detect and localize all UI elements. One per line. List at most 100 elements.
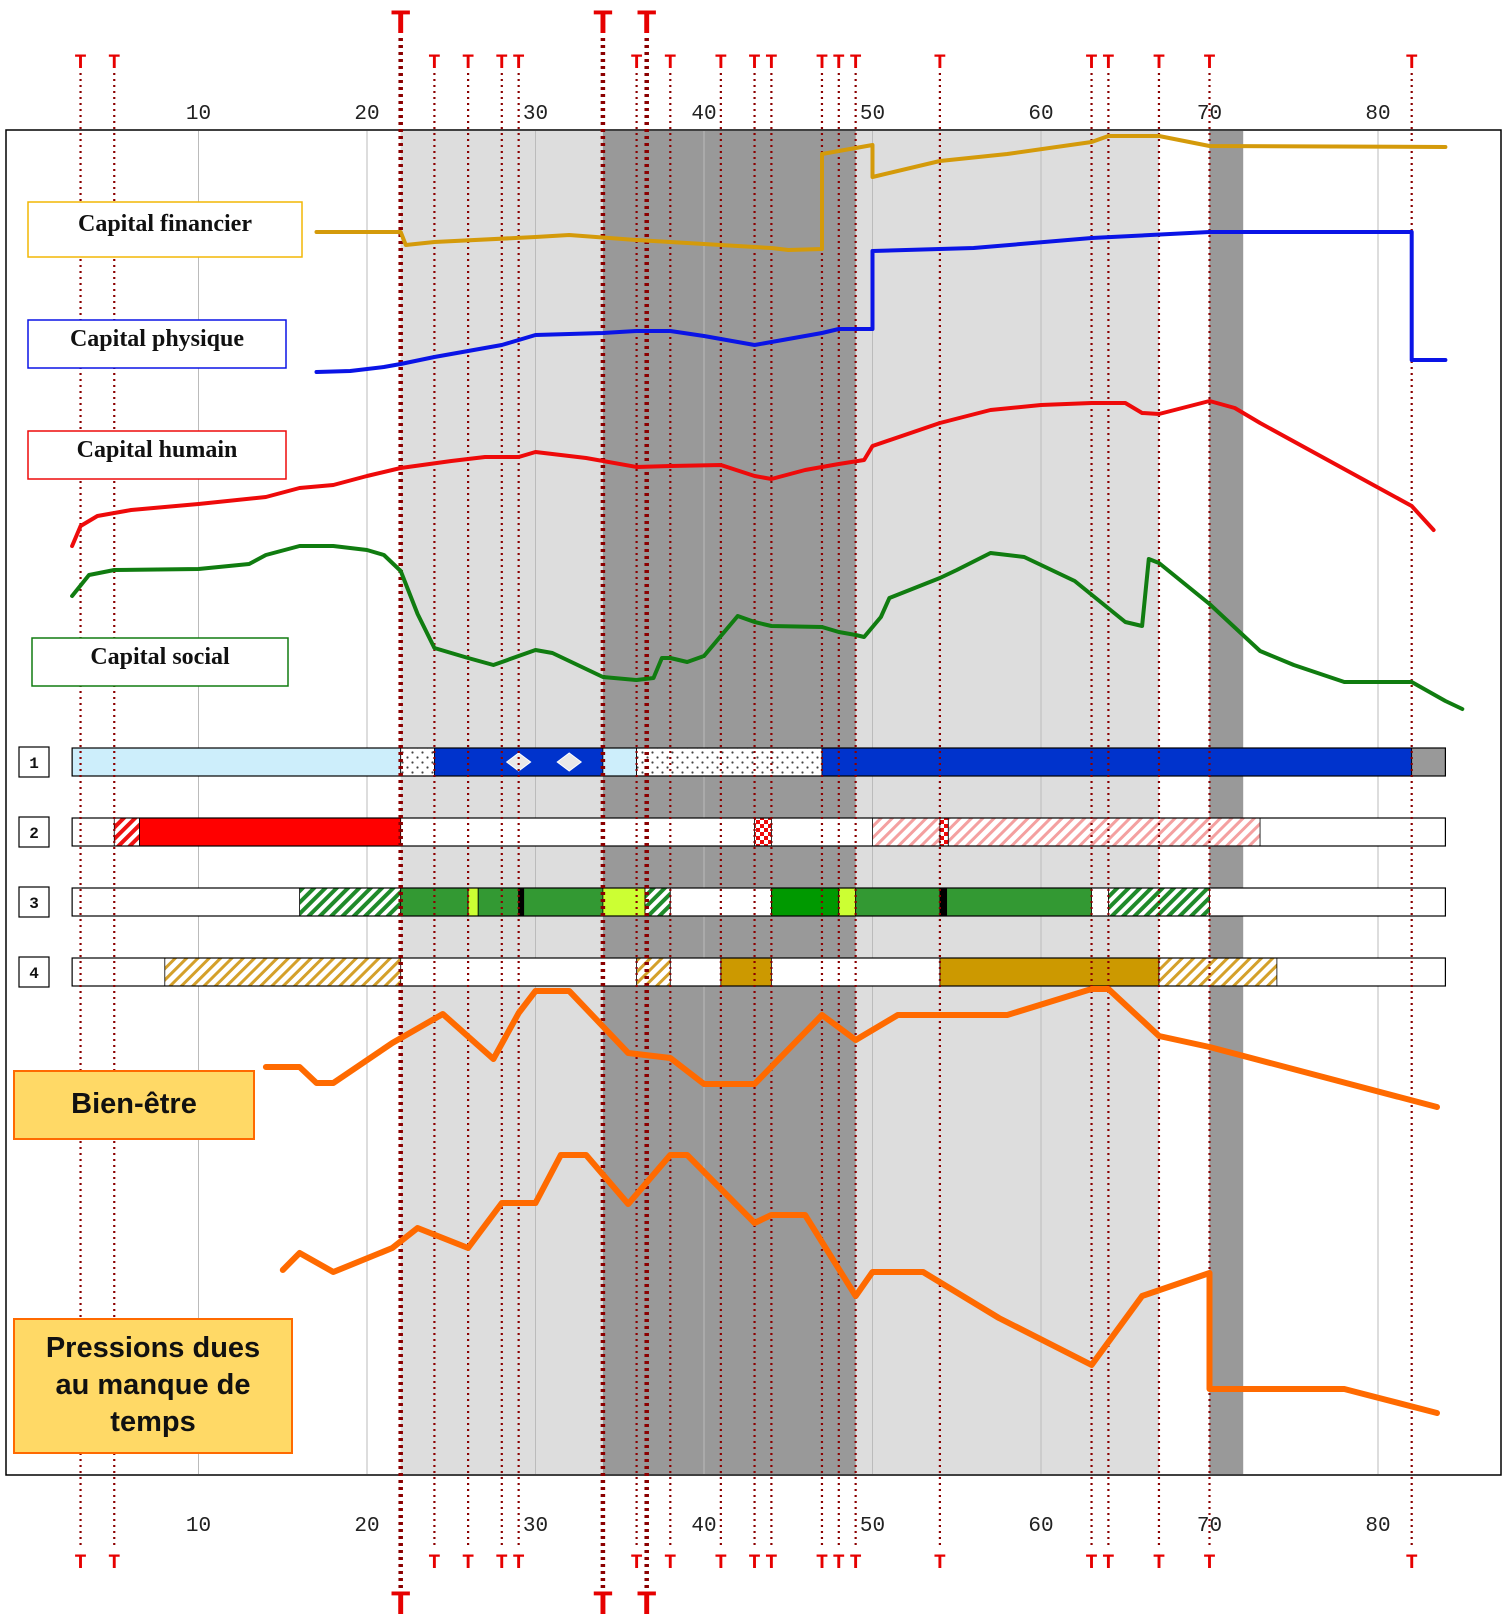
bar-3-segment-10 [855, 887, 941, 917]
major-transition-marker-bottom-22: T [390, 1587, 410, 1619]
bar-1-diamond-0 [505, 752, 532, 772]
label-bien-etre: Bien-être [13, 1070, 255, 1140]
x-tick-bottom-60: 60 [1028, 1515, 1053, 1538]
transition-marker-bottom-44: T [765, 1552, 777, 1575]
bar-2-segment-2 [754, 817, 772, 847]
capital-series-0 [314, 134, 1448, 252]
bar-3-label-box [18, 886, 50, 918]
transition-marker-top-82: T [1406, 52, 1418, 75]
bar-1-segment-1 [400, 747, 435, 777]
transition-marker-top-29: T [513, 52, 525, 75]
transition-marker-bottom-54: T [934, 1552, 946, 1575]
transition-marker-bottom-48: T [833, 1552, 845, 1575]
bar-1-segment-6 [1411, 747, 1446, 777]
bar-4-label-box [18, 956, 50, 988]
bar-3-background [72, 888, 1446, 916]
label-capital-social: Capital social [31, 637, 289, 687]
transition-marker-bottom-38: T [664, 1552, 676, 1575]
transition-marker-top-43: T [749, 52, 761, 75]
x-tick-top-20: 20 [354, 103, 379, 126]
transition-marker-top-63: T [1086, 52, 1098, 75]
transition-marker-top-44: T [765, 52, 777, 75]
bar-2-segment-4 [939, 817, 949, 847]
x-tick-top-40: 40 [691, 103, 716, 126]
bar-4-segment-0 [164, 957, 402, 987]
grid-lines [198, 131, 1379, 1474]
transition-marker-top-48: T [833, 52, 845, 75]
transition-lines: TTTTTTTTTTTTTTTTTTTTTTTTTTTTTTTTTTTTTTTT… [75, 6, 1418, 1619]
pressions-label-line-1: Pressions dues [46, 1332, 260, 1364]
transition-marker-bottom-64: T [1102, 1552, 1114, 1575]
x-tick-bottom-20: 20 [354, 1515, 379, 1538]
transition-marker-top-64: T [1102, 52, 1114, 75]
pressions-label-line-3: temps [110, 1406, 195, 1438]
major-transition-marker-bottom-36.6: T [637, 1587, 657, 1619]
transition-marker-top-54: T [934, 52, 946, 75]
transition-marker-top-24: T [428, 52, 440, 75]
transition-marker-top-67: T [1153, 52, 1165, 75]
label-capital-humain: Capital humain [27, 430, 287, 480]
bar-1-label: 1 [29, 755, 39, 773]
transition-marker-bottom-24: T [428, 1552, 440, 1575]
x-tick-bottom-10: 10 [186, 1515, 211, 1538]
shaded-periods [400, 131, 1244, 1474]
bar-4-segment-4 [1158, 957, 1278, 987]
transition-marker-top-70: T [1203, 52, 1215, 75]
life-series-1 [279, 1152, 1440, 1416]
bar-2-segment-5 [947, 817, 1261, 847]
x-tick-bottom-70: 70 [1197, 1515, 1222, 1538]
capital-social-label: Capital social [90, 644, 230, 670]
bar-2-segment-1 [139, 817, 402, 847]
transition-marker-bottom-29: T [513, 1552, 525, 1575]
transition-marker-bottom-43: T [749, 1552, 761, 1575]
capital-series-2 [70, 399, 1436, 548]
capital-physique-label: Capital physique [70, 326, 244, 352]
transition-marker-bottom-67: T [1153, 1552, 1165, 1575]
transition-marker-bottom-82: T [1406, 1552, 1418, 1575]
bar-2-label: 2 [29, 825, 39, 843]
bar-3-segment-3 [477, 887, 520, 917]
transition-marker-bottom-28: T [496, 1552, 508, 1575]
transition-marker-bottom-36: T [631, 1552, 643, 1575]
transition-marker-top-3: T [75, 52, 87, 75]
x-tick-top-50: 50 [860, 103, 885, 126]
bar-3-segment-12 [946, 887, 1092, 917]
x-tick-bottom-30: 30 [523, 1515, 548, 1538]
bar-3-segment-0 [299, 887, 402, 917]
label-capital-financier: Capital financier [27, 201, 303, 258]
transition-marker-top-5: T [108, 52, 120, 75]
bar-4-outline [71, 957, 1447, 987]
series-lines [70, 134, 1465, 1416]
bar-4-segment-3 [939, 957, 1160, 987]
x-tick-top-70: 70 [1197, 103, 1222, 126]
bar-3-segment-5 [523, 887, 604, 917]
x-tick-top-30: 30 [523, 103, 548, 126]
bar-3-segment-7 [644, 887, 671, 917]
transition-marker-top-41: T [715, 52, 727, 75]
capital-series-1 [314, 230, 1448, 374]
transition-marker-bottom-47: T [816, 1552, 828, 1575]
life-series-0 [262, 986, 1440, 1110]
shaded-period-2 [1209, 131, 1244, 1474]
bar-1-segment-3 [602, 747, 638, 777]
bar-3-segment-2 [467, 887, 479, 917]
bar-3-segment-9 [838, 887, 857, 917]
transition-marker-bottom-3: T [75, 1552, 87, 1575]
bar-4-segment-1 [636, 957, 671, 987]
transition-marker-top-47: T [816, 52, 828, 75]
major-transition-marker-top-36.6: T [637, 6, 657, 44]
capital-financier-label: Capital financier [78, 211, 252, 237]
transition-marker-bottom-5: T [108, 1552, 120, 1575]
bar-1-diamond-1 [556, 752, 583, 772]
x-tick-bottom-40: 40 [691, 1515, 716, 1538]
transition-marker-bottom-70: T [1203, 1552, 1215, 1575]
bar-1-segment-0 [71, 747, 402, 777]
x-tick-bottom-50: 50 [860, 1515, 885, 1538]
bar-3-label: 3 [29, 895, 39, 913]
major-transition-marker-top-22: T [390, 6, 410, 44]
plot-frame [5, 129, 1502, 1476]
x-tick-top-60: 60 [1028, 103, 1053, 126]
transition-marker-bottom-41: T [715, 1552, 727, 1575]
bar-1-label-box [18, 746, 50, 778]
label-pressions: Pressions dues au manque de temps [13, 1318, 293, 1454]
